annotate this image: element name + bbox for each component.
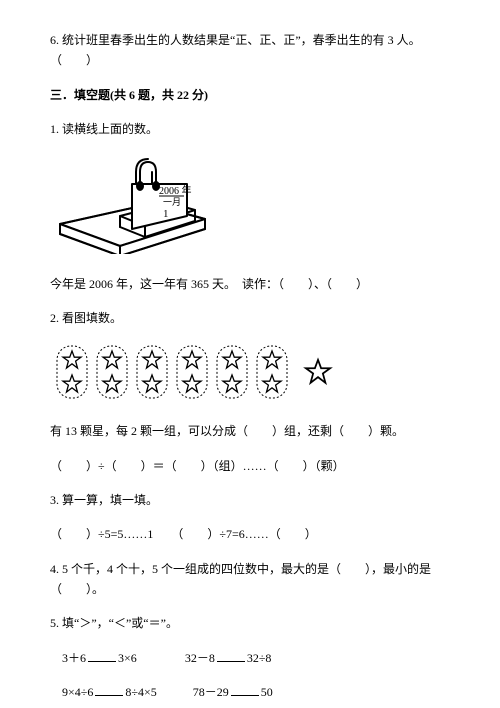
question-4: 4. 5 个千，4 个十，5 个一组成的四位数中，最大的是（ ），最小的是（ ）… — [50, 559, 450, 600]
q5-r2-b: 8÷4×5 — [125, 685, 156, 699]
blank — [217, 650, 245, 662]
q5-row-2: 9×4÷6 8÷4×5 78－29 50 — [50, 682, 450, 702]
q5-r2-a: 9×4÷6 — [62, 685, 93, 699]
question-2-followup: 有 13 颗星，每 2 颗一组，可以分成（ ）组，还剩（ ）颗。 — [50, 421, 450, 441]
cal-year: 2006 年 — [159, 184, 192, 197]
cal-day: 1 — [163, 208, 169, 220]
q5-r1-d: 32÷8 — [247, 651, 272, 665]
q5-row-1: 3＋6 3×6 32－8 32÷8 — [50, 648, 450, 668]
blank — [231, 684, 259, 696]
q5-r1-a: 3＋6 — [62, 651, 86, 665]
question-3: 3. 算一算，填一填。 — [50, 490, 450, 510]
question-3-eq: （ ）÷5=5……1 （ ）÷7=6……（ ） — [50, 524, 450, 544]
question-2-equation: （ ）÷（ ）＝（ ）（组）……（ ）（颗） — [50, 456, 450, 476]
question-5: 5. 填“＞”，“＜”或“＝”。 — [50, 613, 450, 633]
stars-figure — [50, 343, 450, 407]
q5-r2-c: 78－29 — [193, 685, 229, 699]
blank — [88, 650, 116, 662]
q5-r2-d: 50 — [261, 685, 273, 699]
q5-r1-c: 32－8 — [185, 651, 215, 665]
blank — [95, 684, 123, 696]
question-1: 1. 读横线上面的数。 — [50, 119, 450, 139]
calendar-figure: 2006 年 一月 1 — [50, 154, 450, 260]
q5-r1-b: 3×6 — [118, 651, 137, 665]
question-2: 2. 看图填数。 — [50, 308, 450, 328]
question-1-followup: 今年是 2006 年，这一年有 365 天。 读作：（ ）、（ ） — [50, 274, 450, 294]
cal-month: 一月 — [163, 197, 181, 207]
section-3-title: 三．填空题(共 6 题，共 22 分) — [50, 85, 450, 105]
question-6: 6. 统计班里春季出生的人数结果是“正、正、正”，春季出生的有 3 人。（ ） — [50, 30, 450, 71]
